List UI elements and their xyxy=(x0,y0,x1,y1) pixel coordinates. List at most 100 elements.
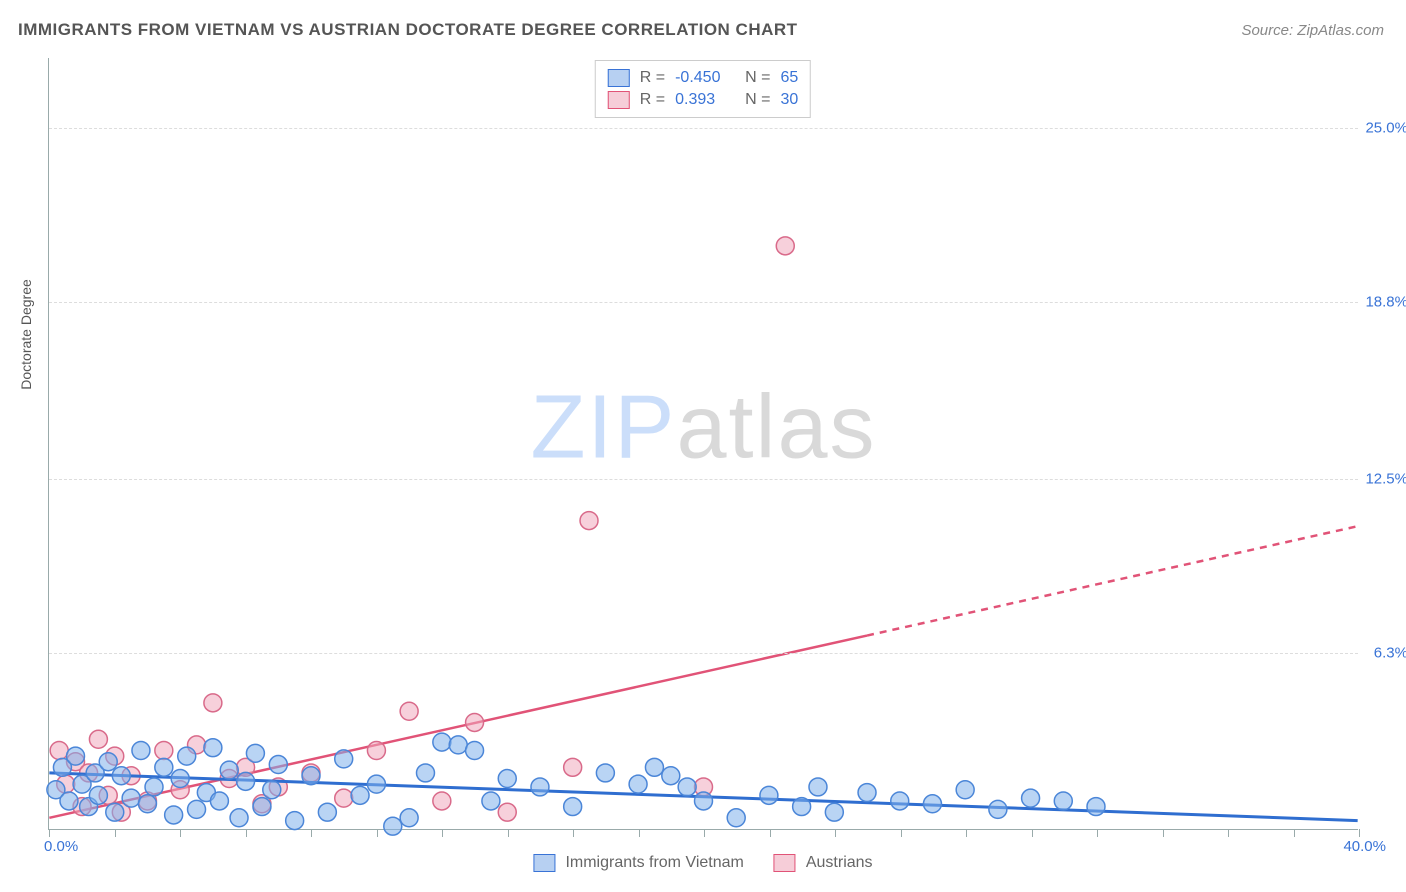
blue-point xyxy=(351,786,369,804)
blue-point xyxy=(825,803,843,821)
blue-point xyxy=(1054,792,1072,810)
x-tick xyxy=(442,829,443,837)
r-value: -0.450 xyxy=(675,69,735,87)
blue-point xyxy=(760,786,778,804)
blue-point xyxy=(695,792,713,810)
blue-point xyxy=(155,758,173,776)
pink-point xyxy=(204,694,222,712)
x-tick xyxy=(573,829,574,837)
legend-series-item: Austrians xyxy=(774,854,873,872)
blue-point xyxy=(498,770,516,788)
blue-point xyxy=(89,786,107,804)
pink-point xyxy=(89,730,107,748)
blue-point xyxy=(132,742,150,760)
x-tick xyxy=(1359,829,1360,837)
pink-point xyxy=(564,758,582,776)
x-tick xyxy=(180,829,181,837)
n-label: N = xyxy=(745,69,770,87)
blue-point xyxy=(230,809,248,827)
blue-point xyxy=(67,747,85,765)
pink-point xyxy=(367,742,385,760)
r-label: R = xyxy=(640,69,665,87)
x-tick xyxy=(1032,829,1033,837)
blue-point xyxy=(531,778,549,796)
y-tick-label: 25.0% xyxy=(1360,120,1406,137)
blue-point xyxy=(237,772,255,790)
blue-point xyxy=(449,736,467,754)
blue-point xyxy=(60,792,78,810)
r-value: 0.393 xyxy=(675,91,735,109)
pink-point xyxy=(155,742,173,760)
x-tick xyxy=(770,829,771,837)
x-tick xyxy=(835,829,836,837)
plot-svg xyxy=(49,58,1358,829)
y-axis-title: Doctorate Degree xyxy=(18,279,34,390)
n-value: 65 xyxy=(780,69,798,87)
x-tick xyxy=(639,829,640,837)
x-tick xyxy=(508,829,509,837)
blue-point xyxy=(989,800,1007,818)
gridline xyxy=(49,302,1358,303)
blue-point xyxy=(220,761,238,779)
legend-swatch xyxy=(608,91,630,109)
plot-area: ZIPatlas 6.3%12.5%18.8%25.0% xyxy=(48,58,1358,830)
source-attribution: Source: ZipAtlas.com xyxy=(1241,22,1384,39)
blue-point xyxy=(263,781,281,799)
pink-point xyxy=(498,803,516,821)
blue-point xyxy=(564,798,582,816)
x-tick xyxy=(377,829,378,837)
blue-point xyxy=(246,744,264,762)
blue-point xyxy=(809,778,827,796)
pink-point xyxy=(580,512,598,530)
blue-point xyxy=(122,789,140,807)
x-axis-min-label: 0.0% xyxy=(44,838,78,855)
gridline xyxy=(49,653,1358,654)
blue-point xyxy=(106,803,124,821)
legend-series-label: Austrians xyxy=(806,854,873,872)
blue-point xyxy=(204,739,222,757)
blue-point xyxy=(1022,789,1040,807)
blue-point xyxy=(466,742,484,760)
x-tick xyxy=(1097,829,1098,837)
blue-point xyxy=(891,792,909,810)
blue-point xyxy=(112,767,130,785)
blue-point xyxy=(165,806,183,824)
legend-swatch xyxy=(774,854,796,872)
x-tick xyxy=(311,829,312,837)
blue-point xyxy=(662,767,680,785)
blue-point xyxy=(629,775,647,793)
blue-point xyxy=(286,812,304,830)
pink-trendline-dashed xyxy=(867,526,1358,635)
pink-point xyxy=(400,702,418,720)
pink-point xyxy=(335,789,353,807)
blue-point xyxy=(1087,798,1105,816)
blue-point xyxy=(596,764,614,782)
blue-point xyxy=(210,792,228,810)
blue-point xyxy=(678,778,696,796)
pink-point xyxy=(433,792,451,810)
blue-point xyxy=(923,795,941,813)
gridline xyxy=(49,128,1358,129)
legend-series-label: Immigrants from Vietnam xyxy=(565,854,743,872)
x-tick xyxy=(1294,829,1295,837)
legend-series-item: Immigrants from Vietnam xyxy=(533,854,743,872)
blue-point xyxy=(645,758,663,776)
legend-series: Immigrants from Vietnam Austrians xyxy=(533,854,872,872)
x-tick xyxy=(966,829,967,837)
y-tick-label: 6.3% xyxy=(1360,645,1406,662)
legend-swatch xyxy=(533,854,555,872)
blue-point xyxy=(956,781,974,799)
blue-point xyxy=(727,809,745,827)
blue-point xyxy=(335,750,353,768)
legend-correlation-row: R = -0.450 N = 65 xyxy=(608,67,798,89)
y-tick-label: 18.8% xyxy=(1360,294,1406,311)
x-axis-max-label: 40.0% xyxy=(1343,838,1386,855)
blue-point xyxy=(858,784,876,802)
r-label: R = xyxy=(640,91,665,109)
blue-point xyxy=(188,800,206,818)
legend-correlation-row: R = 0.393N =30 xyxy=(608,89,798,111)
blue-point xyxy=(416,764,434,782)
x-tick xyxy=(246,829,247,837)
chart-container: IMMIGRANTS FROM VIETNAM VS AUSTRIAN DOCT… xyxy=(0,0,1406,892)
pink-point xyxy=(776,237,794,255)
